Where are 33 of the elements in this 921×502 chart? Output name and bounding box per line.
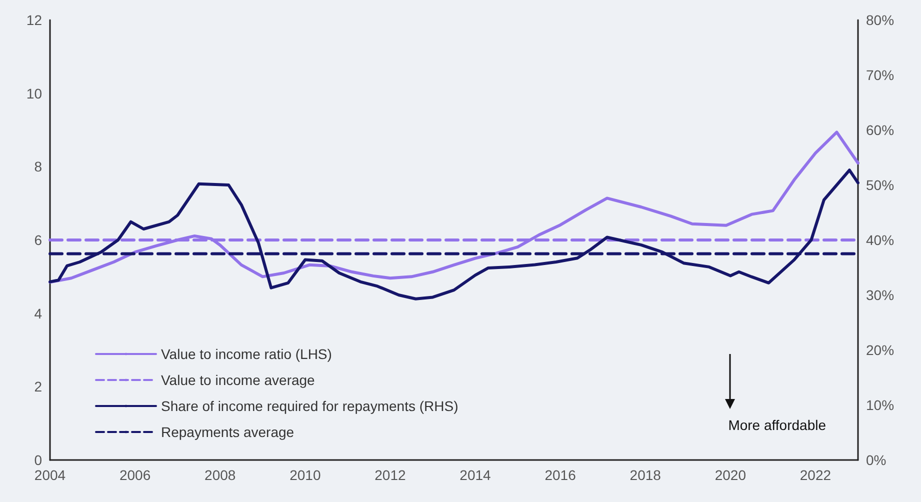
x-tick-label: 2020 bbox=[714, 467, 746, 483]
y2-tick-label: 60% bbox=[866, 122, 894, 138]
x-tick-label: 2022 bbox=[800, 467, 832, 483]
x-tick-label: 2010 bbox=[290, 467, 321, 483]
y-tick-label: 4 bbox=[34, 305, 42, 322]
y2-tick-label: 10% bbox=[866, 397, 894, 413]
legend-label: Repayments average bbox=[161, 424, 294, 440]
y-tick-label: 6 bbox=[34, 232, 42, 248]
y-tick-label: 8 bbox=[34, 158, 42, 175]
x-tick-label: 2014 bbox=[460, 467, 492, 483]
y-tick-label: 2 bbox=[34, 378, 42, 395]
legend-label: Share of income required for repayments (RHS) bbox=[161, 398, 458, 414]
y2-tick-label: 70% bbox=[866, 67, 894, 83]
y2-tick-label: 80% bbox=[866, 12, 894, 28]
x-tick-label: 2008 bbox=[204, 467, 236, 483]
y-tick-label: 0 bbox=[34, 452, 42, 468]
y2-tick-label: 30% bbox=[866, 287, 894, 303]
x-tick-label: 2012 bbox=[374, 467, 406, 483]
legend-label: Value to income ratio (LHS) bbox=[161, 346, 332, 362]
y2-tick-label: 20% bbox=[866, 342, 894, 358]
y-tick-label: 12 bbox=[26, 12, 42, 28]
y2-tick-label: 40% bbox=[866, 232, 894, 248]
legend-label: Value to income average bbox=[161, 372, 316, 388]
line-series bbox=[48, 130, 860, 284]
annotation: More affordable bbox=[728, 417, 826, 433]
x-tick-label: 2004 bbox=[34, 467, 66, 483]
x-tick-label: 2018 bbox=[630, 467, 662, 483]
x-tick-label: 2006 bbox=[119, 467, 151, 483]
y-tick-label: 10 bbox=[26, 85, 42, 102]
x-tick-label: 2016 bbox=[544, 467, 576, 483]
y2-tick-label: 0% bbox=[866, 452, 886, 468]
line-series bbox=[48, 168, 860, 300]
y2-tick-label: 50% bbox=[866, 177, 894, 193]
